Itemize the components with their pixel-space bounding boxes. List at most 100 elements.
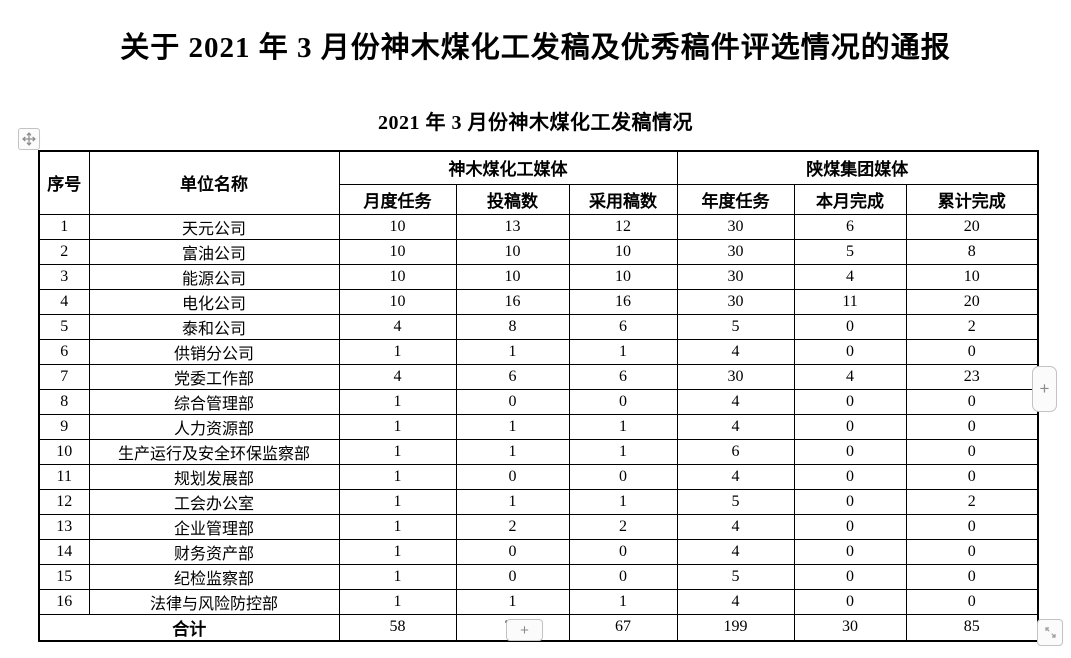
plus-icon: + <box>520 621 529 639</box>
insert-row-button[interactable]: + <box>506 619 543 641</box>
table-row: 2 富油公司 10 10 10 30 5 8 <box>38 238 1039 265</box>
value-cell: 1 <box>568 588 678 615</box>
insert-column-button[interactable]: + <box>1032 366 1057 412</box>
value-cell: 0 <box>793 563 907 590</box>
table-row: 15 纪检监察部 1 0 0 5 0 0 <box>38 563 1039 590</box>
value-cell: 2 <box>455 513 570 540</box>
value-cell: 1 <box>338 563 457 590</box>
row-index-cell: 5 <box>38 313 90 340</box>
value-cell: 4 <box>338 363 457 390</box>
value-cell: 0 <box>905 413 1039 440</box>
value-cell: 0 <box>793 413 907 440</box>
table-row: 3 能源公司 10 10 10 30 4 10 <box>38 263 1039 290</box>
value-cell: 10 <box>455 238 570 265</box>
value-cell: 0 <box>793 463 907 490</box>
value-cell: 1 <box>455 588 570 615</box>
value-cell: 30 <box>676 363 795 390</box>
move-cross-icon <box>22 132 36 146</box>
unit-name-cell: 工会办公室 <box>88 488 340 515</box>
value-cell: 0 <box>455 388 570 415</box>
row-index-cell: 3 <box>38 263 90 290</box>
col-header-submitted: 投稿数 <box>455 183 570 215</box>
value-cell: 30 <box>676 238 795 265</box>
col-header-index: 序号 <box>38 150 90 215</box>
unit-name-cell: 天元公司 <box>88 213 340 240</box>
total-label-cell: 合计 <box>38 613 340 641</box>
value-cell: 1 <box>568 413 678 440</box>
value-cell: 16 <box>455 288 570 315</box>
value-cell: 0 <box>793 538 907 565</box>
row-index-cell: 1 <box>38 213 90 240</box>
value-cell: 4 <box>676 538 795 565</box>
unit-name-cell: 泰和公司 <box>88 313 340 340</box>
value-cell: 20 <box>905 288 1039 315</box>
value-cell: 8 <box>455 313 570 340</box>
table-row: 5 泰和公司 4 8 6 5 0 2 <box>38 313 1039 340</box>
value-cell: 10 <box>338 263 457 290</box>
value-cell: 4 <box>676 463 795 490</box>
value-cell: 5 <box>676 488 795 515</box>
table-row: 9 人力资源部 1 1 1 4 0 0 <box>38 413 1039 440</box>
value-cell: 1 <box>338 588 457 615</box>
table-row: 6 供销分公司 1 1 1 4 0 0 <box>38 338 1039 365</box>
value-cell: 1 <box>455 413 570 440</box>
table-move-handle[interactable] <box>18 128 40 150</box>
value-cell: 4 <box>793 363 907 390</box>
table-row: 16 法律与风险防控部 1 1 1 4 0 0 <box>38 588 1039 615</box>
value-cell: 0 <box>568 463 678 490</box>
value-cell: 0 <box>905 338 1039 365</box>
value-cell: 0 <box>793 338 907 365</box>
header-group-row: 序号 单位名称 神木煤化工媒体 陕煤集团媒体 <box>38 150 1039 215</box>
table-row: 10 生产运行及安全环保监察部 1 1 1 6 0 0 <box>38 438 1039 465</box>
row-index-cell: 9 <box>38 413 90 440</box>
total-value-cell: 58 <box>338 613 457 641</box>
value-cell: 10 <box>338 288 457 315</box>
value-cell: 1 <box>455 488 570 515</box>
row-index-cell: 7 <box>38 363 90 390</box>
value-cell: 4 <box>676 588 795 615</box>
unit-name-cell: 综合管理部 <box>88 388 340 415</box>
plus-icon: + <box>1039 379 1050 398</box>
col-header-annual-task: 年度任务 <box>676 183 795 215</box>
group-header-shaanxi-media: 陕煤集团媒体 <box>676 150 1039 185</box>
value-cell: 2 <box>905 488 1039 515</box>
total-value-cell: 30 <box>793 613 907 641</box>
value-cell: 23 <box>905 363 1039 390</box>
value-cell: 30 <box>676 263 795 290</box>
unit-name-cell: 生产运行及安全环保监察部 <box>88 438 340 465</box>
row-index-cell: 14 <box>38 538 90 565</box>
table-resize-handle[interactable] <box>1037 619 1063 646</box>
value-cell: 10 <box>568 263 678 290</box>
value-cell: 0 <box>793 513 907 540</box>
unit-name-cell: 电化公司 <box>88 288 340 315</box>
unit-name-cell: 党委工作部 <box>88 363 340 390</box>
value-cell: 0 <box>568 538 678 565</box>
header-sub-row: 月度任务 投稿数 采用稿数 年度任务 本月完成 累计完成 <box>39 183 1039 215</box>
value-cell: 0 <box>568 563 678 590</box>
value-cell: 1 <box>338 388 457 415</box>
table-row: 7 党委工作部 4 6 6 30 4 23 <box>38 363 1039 390</box>
value-cell: 11 <box>793 288 907 315</box>
col-header-unit: 单位名称 <box>88 150 340 215</box>
unit-name-cell: 法律与风险防控部 <box>88 588 340 615</box>
value-cell: 0 <box>455 563 570 590</box>
value-cell: 16 <box>568 288 678 315</box>
unit-name-cell: 人力资源部 <box>88 413 340 440</box>
value-cell: 0 <box>793 588 907 615</box>
table-caption: 2021 年 3 月份神木煤化工发稿情况 <box>378 112 693 134</box>
value-cell: 0 <box>793 388 907 415</box>
value-cell: 20 <box>905 213 1039 240</box>
unit-name-cell: 富油公司 <box>88 238 340 265</box>
table-body: 1 天元公司 10 13 12 30 6 20 2 富油公司 10 10 10 30 5 8 3 能源公司 10 10… <box>38 213 1039 615</box>
table-row: 1 天元公司 10 13 12 30 6 20 <box>38 213 1039 240</box>
value-cell: 1 <box>455 438 570 465</box>
value-cell: 1 <box>455 338 570 365</box>
value-cell: 30 <box>676 288 795 315</box>
unit-name-cell: 供销分公司 <box>88 338 340 365</box>
table-row: 8 综合管理部 1 0 0 4 0 0 <box>38 388 1039 415</box>
value-cell: 0 <box>793 438 907 465</box>
row-index-cell: 2 <box>38 238 90 265</box>
unit-name-cell: 纪检监察部 <box>88 563 340 590</box>
value-cell: 5 <box>793 238 907 265</box>
value-cell: 8 <box>905 238 1039 265</box>
